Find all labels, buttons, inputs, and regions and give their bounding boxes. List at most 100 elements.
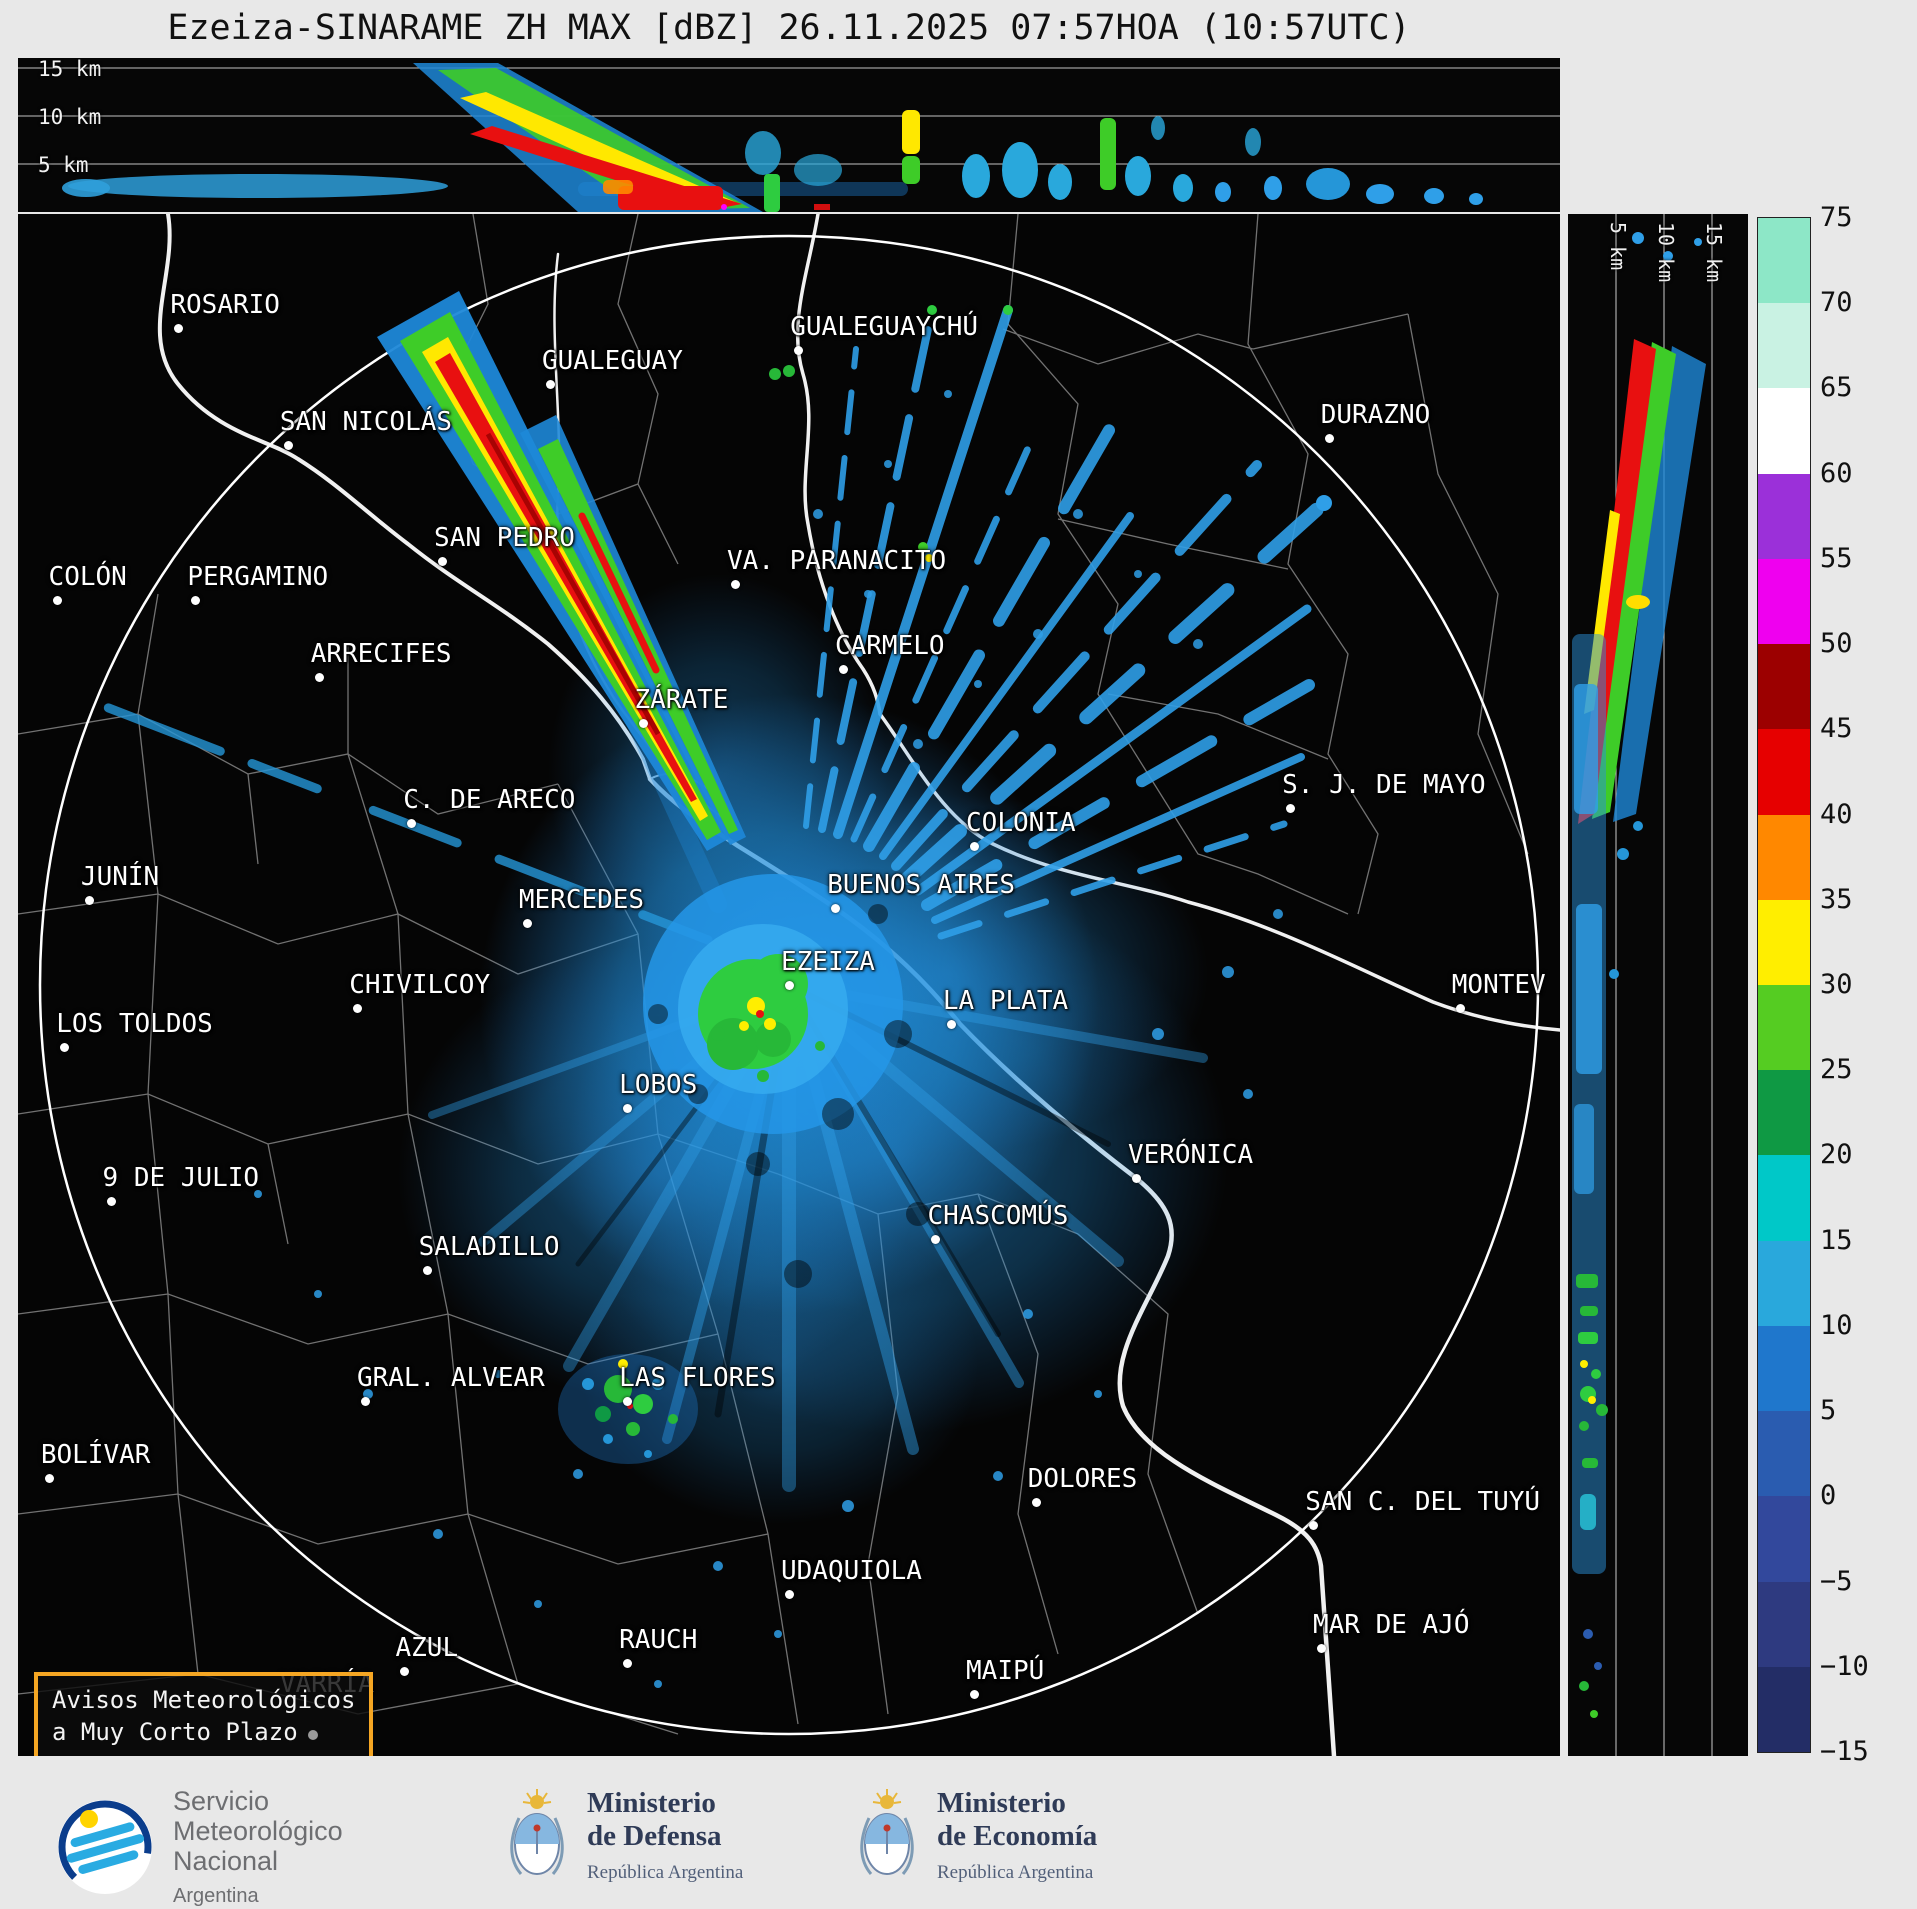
colorbar-tick-label: 55 xyxy=(1820,542,1853,574)
city-dot-icon xyxy=(422,1266,432,1276)
city-label: VA. PARANACITO xyxy=(727,546,947,577)
city-dot-icon xyxy=(438,556,448,566)
city-dot-icon xyxy=(84,896,94,906)
colorbar-band xyxy=(1758,558,1810,645)
city-dot-icon xyxy=(1455,1004,1465,1014)
city-label: S. J. DE MAYO xyxy=(1282,769,1486,800)
altitude-label-5km-vertical: 5 km xyxy=(1606,222,1630,271)
city-dot-icon xyxy=(1286,803,1296,813)
city-label: AZUL xyxy=(395,1633,459,1664)
colorbar-tick-label: 50 xyxy=(1820,628,1853,660)
city-layer: ROSARIO GUALEGUAYCHÚ GUALEGUAY SAN NICOLÁS D… xyxy=(18,214,1560,1756)
city-dot-icon xyxy=(1316,1644,1326,1654)
right-cross-section-graphic xyxy=(1572,214,1713,1756)
city-label: SAN C. DEL TUYÚ xyxy=(1305,1486,1541,1517)
city-label: GUALEGUAYCHÚ xyxy=(790,311,979,342)
city-label: 9 DE JULIO xyxy=(102,1162,260,1193)
altitude-label-10km-vertical: 10 km xyxy=(1654,222,1678,283)
city-dot-icon xyxy=(545,379,555,389)
alert-dot-icon xyxy=(307,1730,318,1740)
city-dot-icon xyxy=(52,595,62,605)
colorbar-tick-label: 45 xyxy=(1820,713,1853,745)
main-map: ROSARIO GUALEGUAYCHÚ GUALEGUAY SAN NICOLÁS D… xyxy=(18,214,1560,1756)
colorbar-tick-label: 65 xyxy=(1820,372,1853,404)
colorbar-band xyxy=(1758,1325,1810,1412)
city-label: COLÓN xyxy=(48,561,127,592)
city-dot-icon xyxy=(638,718,648,728)
altitude-label-10km: 10 km xyxy=(38,105,102,129)
city-label: GRAL. ALVEAR xyxy=(356,1363,545,1394)
city-label: EZEIZA xyxy=(781,947,875,977)
city-label: LOS TOLDOS xyxy=(56,1008,213,1039)
colorbar-band xyxy=(1758,388,1810,474)
city-dot-icon xyxy=(60,1042,70,1052)
defensa-line2: de Defensa xyxy=(587,1820,722,1852)
city-dot-icon xyxy=(1309,1520,1319,1530)
altitude-label-15km: 15 km xyxy=(38,58,102,81)
top-cross-section: 15 km 10 km 5 km xyxy=(18,58,1560,212)
colorbar-tick-label: 25 xyxy=(1820,1054,1853,1086)
city-label: MAIPÚ xyxy=(966,1656,1045,1687)
colorbar-tick-label: 0 xyxy=(1820,1480,1837,1512)
colorbar-tick-label: −5 xyxy=(1820,1565,1853,1597)
city-dot-icon xyxy=(970,1690,980,1700)
colorbar-tick-label: 70 xyxy=(1820,287,1853,319)
city-dot-icon xyxy=(353,1004,363,1014)
colorbar-tick-label: −15 xyxy=(1820,1736,1869,1767)
city-dot-icon xyxy=(731,580,741,590)
city-dot-icon xyxy=(838,664,848,674)
city-label: UDAQUIOLA xyxy=(781,1556,922,1587)
city-label: MONTEV xyxy=(1451,970,1546,1001)
smn-logo-group: Servicio Meteorológico Nacional Argentin… xyxy=(55,1786,343,1909)
defensa-coat-of-arms-icon xyxy=(505,1786,569,1890)
colorbar-band xyxy=(1758,899,1810,985)
altitude-label-15km-vertical: 15 km xyxy=(1702,222,1726,283)
colorbar-band xyxy=(1758,1496,1810,1582)
city-label: SAN NICOLÁS xyxy=(279,407,453,438)
colorbar-tick-label: 75 xyxy=(1820,202,1853,233)
colorbar-tick-label: −10 xyxy=(1820,1650,1869,1682)
defensa-logo-group: Ministerio de Defensa República Argentin… xyxy=(505,1786,743,1890)
economia-coat-of-arms-icon xyxy=(855,1786,919,1890)
city-label: MERCEDES xyxy=(518,885,645,916)
product-title: Ezeiza-SINARAME ZH MAX [dBZ] 26.11.2025 … xyxy=(167,8,1411,48)
colorbar-band xyxy=(1758,729,1810,815)
alert-box: Avisos Meteorológicos a Muy Corto Plazo xyxy=(34,1672,374,1756)
city-label: PERGAMINO xyxy=(187,561,329,592)
city-label: MAR DE AJÓ xyxy=(1312,1610,1470,1641)
map-graphic xyxy=(18,214,1560,1756)
economia-line2: de Economía xyxy=(937,1820,1098,1852)
city-dot-icon xyxy=(623,1659,633,1669)
city-dot-icon xyxy=(970,842,980,852)
colorbar-band xyxy=(1758,1666,1810,1752)
colorbar-tick-label: 30 xyxy=(1820,969,1853,1000)
city-dot-icon xyxy=(931,1235,941,1245)
economia-line3: República Argentina xyxy=(937,1862,1094,1883)
city-label: BOLÍVAR xyxy=(40,1440,151,1471)
colorbar-tick-label: 5 xyxy=(1820,1395,1837,1427)
colorbar-tick-label: 35 xyxy=(1820,883,1853,915)
city-dot-icon xyxy=(623,1397,633,1407)
city-label: BUENOS AIRES xyxy=(827,869,1016,900)
city-dot-icon xyxy=(785,981,794,990)
smn-logo xyxy=(55,1797,155,1901)
smn-line3: Nacional xyxy=(173,1846,279,1876)
colorbar-band xyxy=(1758,644,1810,730)
top-cross-section-graphic xyxy=(18,63,1560,212)
city-dot-icon xyxy=(174,324,184,334)
colorbar-band xyxy=(1758,473,1810,559)
city-label: DOLORES xyxy=(1027,1463,1138,1494)
colorbar-band xyxy=(1758,1240,1810,1326)
colorbar-band xyxy=(1758,1070,1810,1156)
city-dot-icon xyxy=(946,1019,956,1029)
city-label: COLONIA xyxy=(966,808,1076,839)
city-label: SALADILLO xyxy=(418,1232,560,1263)
city-label: SAN PEDRO xyxy=(434,522,575,553)
economia-line1: Ministerio xyxy=(937,1787,1066,1819)
city-label: CARMELO xyxy=(834,630,945,661)
city-label: ZÁRATE xyxy=(634,684,729,715)
smn-line2: Meteorológico xyxy=(173,1816,343,1846)
city-label: LOBOS xyxy=(619,1070,698,1101)
smn-wordmark: Servicio Meteorológico Nacional Argentin… xyxy=(173,1786,343,1909)
